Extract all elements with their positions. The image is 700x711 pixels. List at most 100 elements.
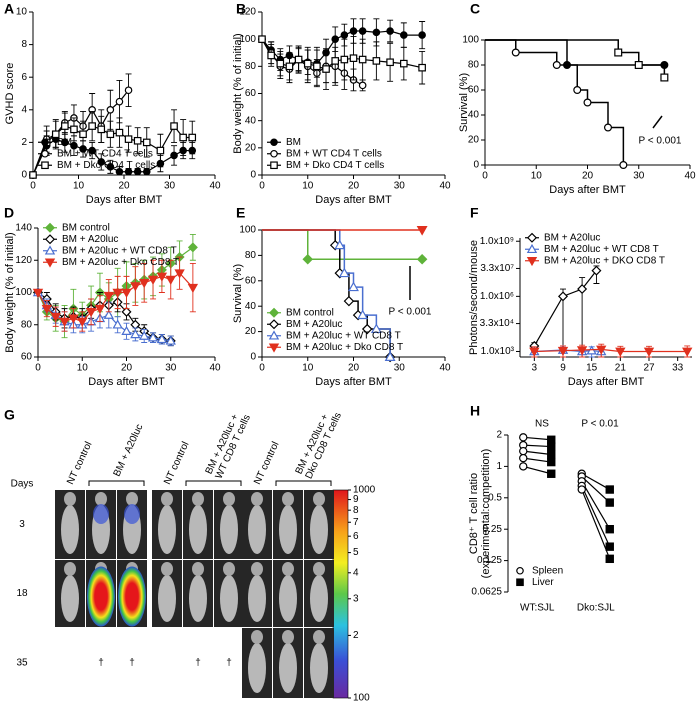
mouse [220,575,238,622]
marker [187,242,198,253]
x-tick-label: 20 [582,171,594,182]
legend-label: BM control [62,222,110,233]
annotation: P < 0.001 [389,307,432,318]
column-header: NT control [65,440,94,486]
marker [121,306,132,317]
x-tick-label: 40 [209,363,221,374]
x-tick-label: 40 [439,363,451,374]
header-bracket [275,480,332,486]
legend-marker [270,161,278,170]
legend-label: BM + A20luc + WT CD8 T [544,244,659,255]
legend-marker [270,138,278,147]
marker [634,60,643,69]
y-tick-label: 2 [496,430,502,441]
legend-label: BM [57,137,72,148]
marker [519,433,528,442]
marker [416,226,428,236]
mouse-head [251,630,263,644]
signal [124,504,140,524]
pair-line [523,444,552,448]
marker [88,146,96,155]
y-tick-label: 20 [245,326,257,337]
marker [106,130,115,139]
marker [156,272,168,282]
colorbar [332,489,349,699]
marker [142,138,151,147]
y-tick-label: 10 [16,7,28,18]
marker [106,163,115,171]
marker [133,167,142,176]
colorbar-label: 8 [353,505,359,516]
marker [357,309,369,320]
marker [331,57,340,65]
x-tick-label: 15 [586,363,598,374]
marker [605,485,614,494]
x-tick-label: 40 [684,171,696,182]
y-tick-label: 6 [21,72,27,83]
column-header: NT control [162,440,191,486]
x-category-label: Dko:SJL [577,603,615,614]
y-tick-label: 0.125 [477,555,502,566]
marker [519,453,528,463]
marker [50,312,61,323]
y-tick-label: 100 [15,287,32,298]
marker [121,325,132,335]
colorbar-label: 6 [353,531,359,542]
marker [68,314,79,324]
marker [97,125,106,134]
marker [386,58,394,67]
marker [147,332,159,342]
mouse-head [282,630,294,644]
header: BM + A20luc [112,423,146,479]
marker [557,291,569,302]
marker [139,279,150,289]
y-tick-label: 120 [239,7,256,18]
mouse [248,575,266,622]
legend-label: BM + WT CD4 T cells [57,148,153,159]
marker [416,253,428,265]
marker [88,122,96,130]
y-tick-label: 1.0x10³ [481,346,515,357]
legend-label: BM + Dko CD4 T cells [57,160,155,171]
header: NT control [252,440,281,486]
marker [605,542,614,551]
marker [340,31,349,39]
marker [547,457,556,467]
legend-marker [41,161,49,170]
marker [348,281,359,292]
pair-line [523,436,552,441]
marker [147,275,159,285]
marker [121,288,132,298]
row-label: 35 [16,658,28,669]
mouse-head [192,492,204,506]
mouse-head [282,492,294,506]
x-tick-label: 20 [121,363,133,374]
marker [188,133,197,142]
signal [118,566,146,627]
x-tick-label: 10 [77,363,89,374]
header: BM + A20luc +Dko CD8 T cells [294,411,344,481]
mouse [158,505,176,554]
panel-letter: E [236,205,245,221]
mouse [310,505,328,554]
y-tick-label: 2 [21,137,27,148]
marker [115,167,124,176]
pair-line [523,465,552,475]
marker [303,59,312,68]
mouse-head [313,492,325,506]
x-axis-title: Days after BMT [315,376,392,388]
x-axis-title: Days after BMT [549,184,626,196]
legend-marker [268,307,280,318]
marker [112,319,123,329]
y-axis-title: Survival (%) [458,73,470,132]
legend-label: BM + A20luc [544,232,600,243]
signal [93,504,109,524]
legend-label: BM + A20luc + DKO CD8 T [544,255,665,266]
marker [372,28,381,37]
marker [557,346,569,357]
mouse-head [192,562,204,576]
panel-letter: D [4,205,14,221]
row-label: 18 [16,588,28,599]
legend-label: BM + A20luc [286,319,342,330]
x-tick-label: 0 [259,181,265,192]
